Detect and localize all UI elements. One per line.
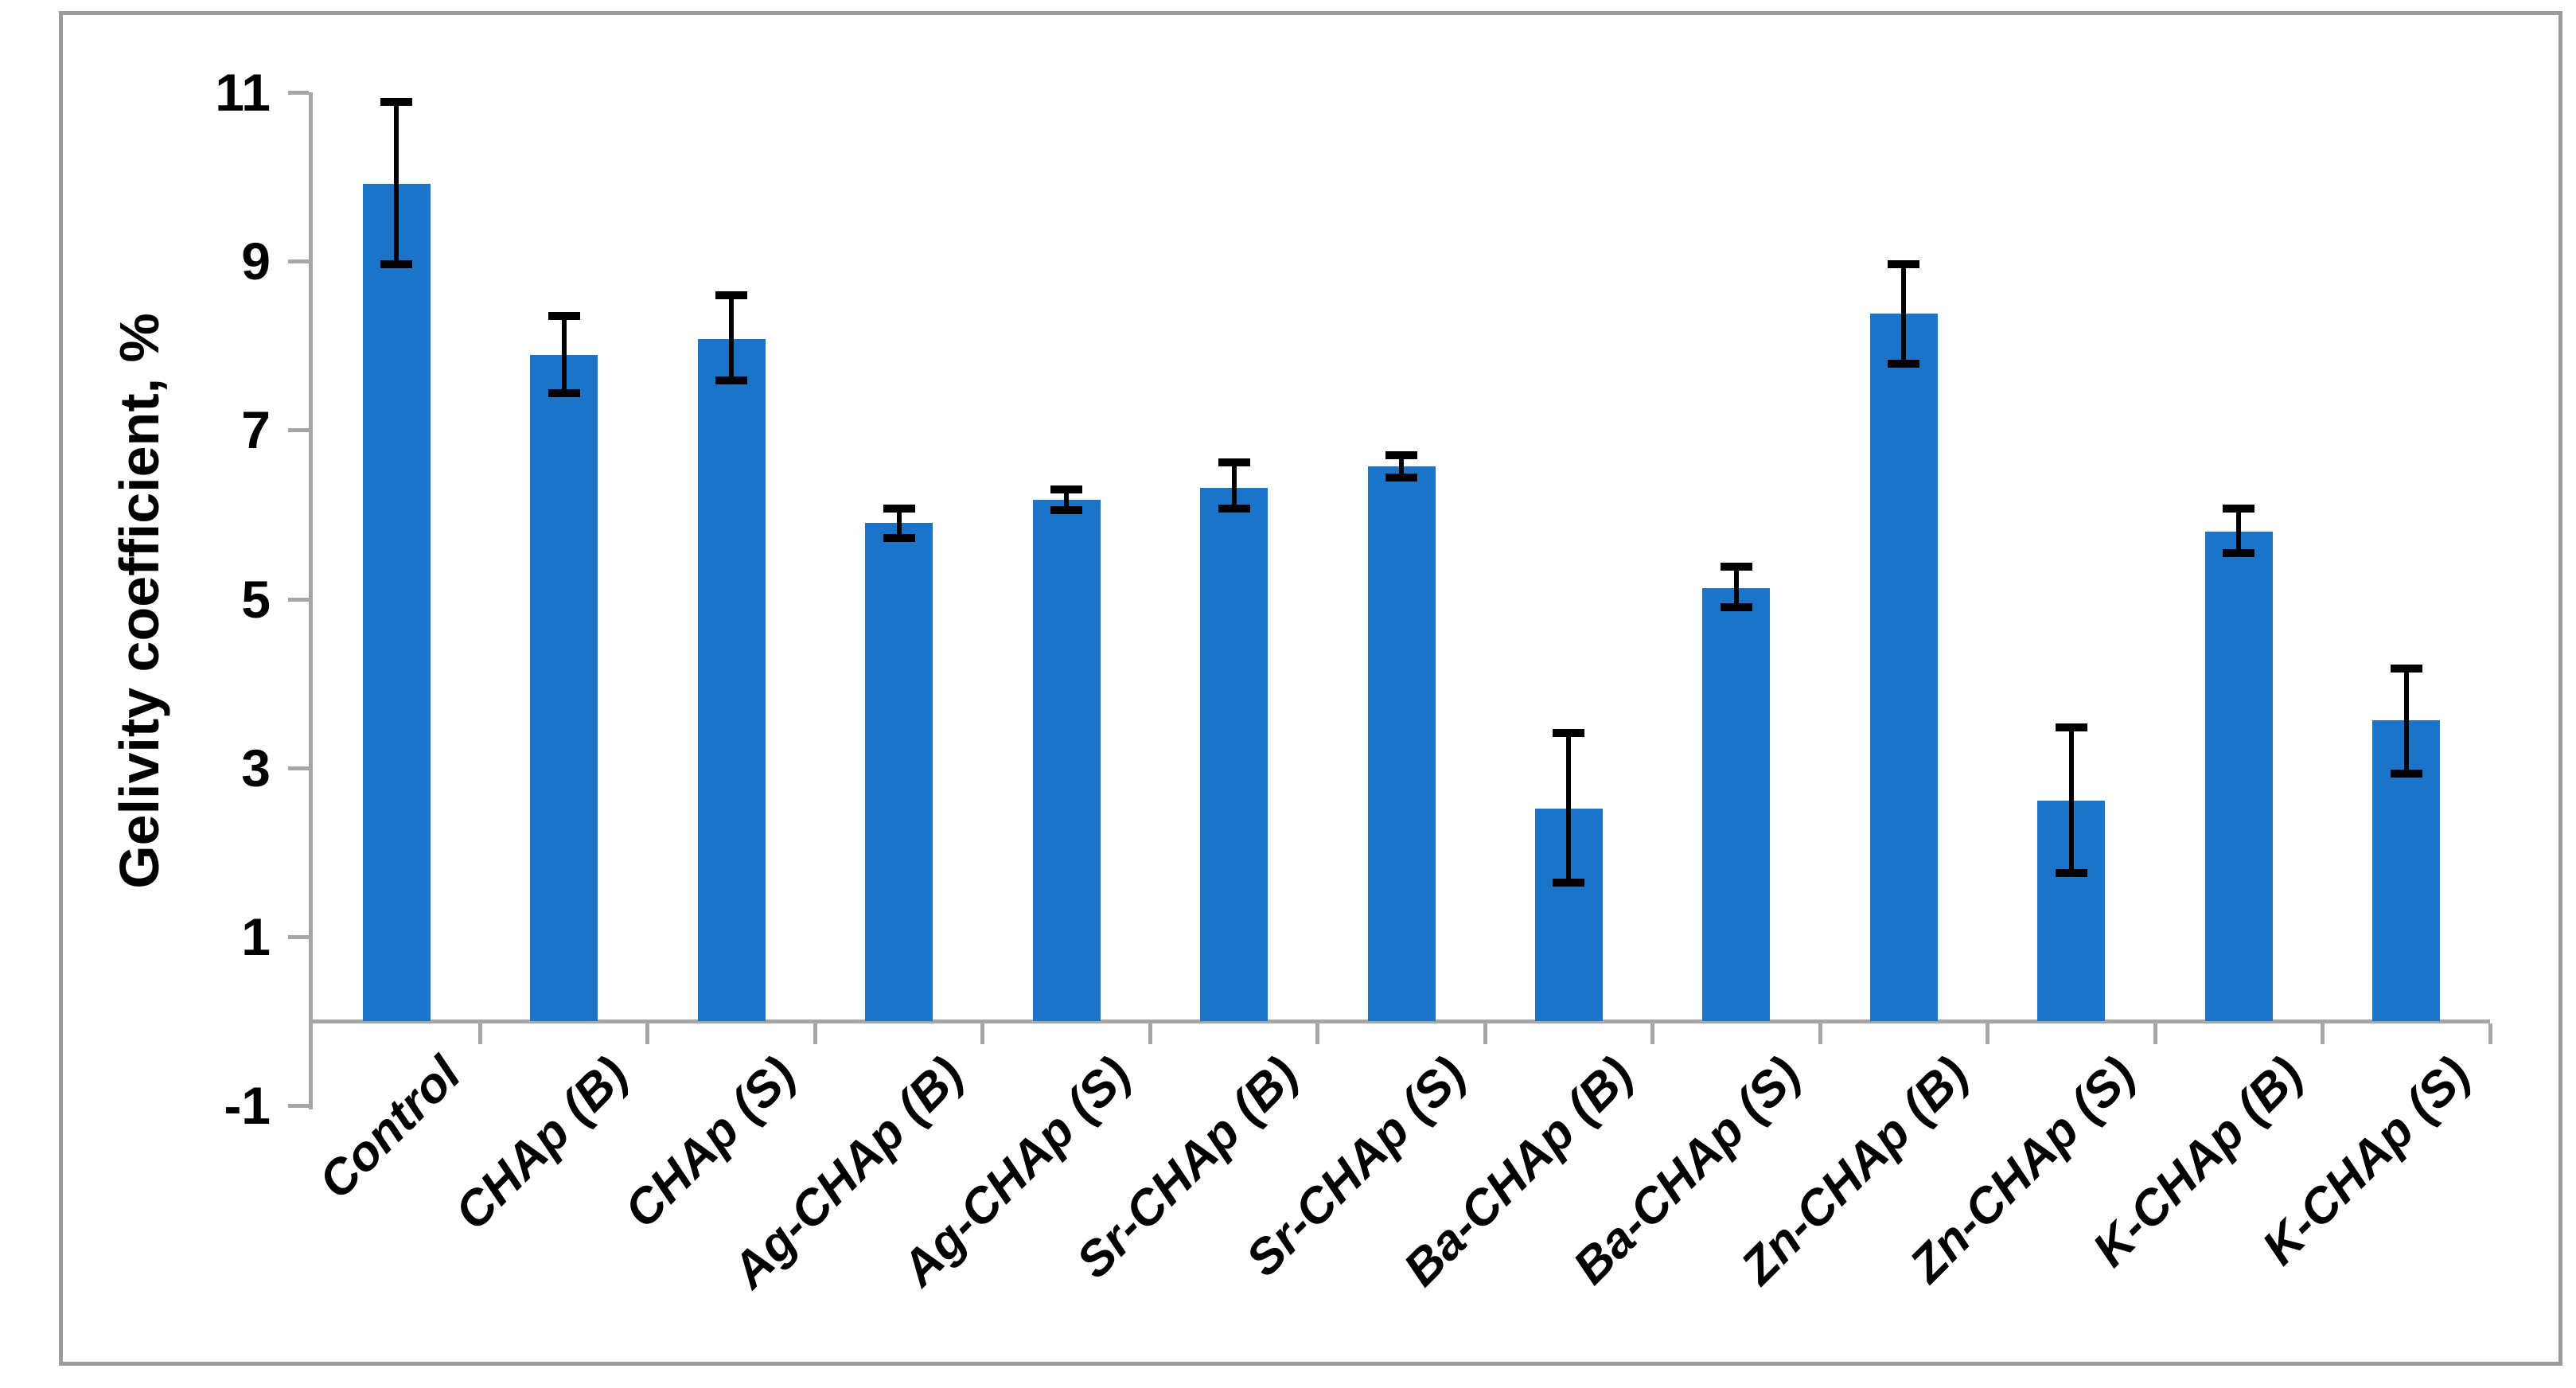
y-axis-tick [288,934,309,939]
error-bar-bottom-cap [1218,505,1250,513]
error-bar-bottom-cap [883,534,915,543]
error-bar-line [1566,733,1572,883]
y-axis-tick [288,597,309,602]
x-axis-tick [1650,1023,1655,1044]
x-axis-tick [1818,1023,1822,1044]
figure-border [59,11,2562,1366]
error-bar-top-cap [380,97,413,106]
y-tick-label: -1 [224,1076,271,1136]
error-bar-top-cap [548,312,580,321]
error-bar-top-cap [2223,505,2255,513]
x-axis-tick [645,1023,650,1044]
y-axis-tick [288,91,309,95]
error-bar-top-cap [2055,723,2087,731]
error-bar-bottom-cap [1553,879,1585,887]
error-bar-top-cap [883,505,915,513]
x-axis-tick [980,1023,985,1044]
x-axis-tick [813,1023,817,1044]
x-axis-line [309,1020,2490,1023]
error-bar-bottom-cap [1385,473,1417,482]
error-bar-line [1231,462,1237,509]
error-bar-line [561,316,567,393]
y-tick-label: 5 [241,569,271,629]
x-axis-tick [1986,1023,1990,1044]
y-axis-line [309,92,313,1110]
error-bar-top-cap [1385,451,1417,460]
error-bar-line [1064,489,1070,511]
x-axis-tick [1483,1023,1487,1044]
y-axis-tick [288,428,309,433]
error-bar-top-cap [2390,664,2422,673]
bar [362,183,431,1021]
bar [1702,587,1771,1021]
error-bar-line [1399,455,1404,478]
error-bar-bottom-cap [380,260,413,269]
error-bar-top-cap [1720,563,1752,571]
bar [1367,466,1436,1021]
error-bar-line [2236,509,2242,554]
y-tick-label: 3 [241,738,271,797]
error-bar-top-cap [1553,729,1585,738]
error-bar-bottom-cap [548,388,580,397]
error-bar-bottom-cap [715,376,748,384]
y-tick-label: 7 [241,400,271,460]
error-bar-line [896,509,902,539]
x-axis-tick [477,1023,482,1044]
x-axis-tick [1315,1023,1320,1044]
error-bar-bottom-cap [1888,359,1920,368]
error-bar-line [729,294,735,380]
y-tick-label: 11 [215,63,271,122]
bar [1032,500,1101,1021]
error-bar-line [394,101,399,265]
bar [530,354,598,1021]
y-tick-label: 1 [241,906,271,966]
bar [865,523,933,1021]
error-bar-top-cap [715,290,748,299]
y-axis-tick [288,766,309,770]
bar [1200,487,1269,1021]
error-bar-top-cap [1888,260,1920,269]
error-bar-line [1733,567,1739,608]
x-axis-tick [2488,1023,2492,1044]
y-axis-tick [288,1104,309,1109]
x-axis-tick [1148,1023,1152,1044]
error-bar-top-cap [1050,485,1083,493]
bar [1869,313,1938,1021]
error-bar-bottom-cap [2223,549,2255,558]
error-bar-bottom-cap [1720,603,1752,612]
error-bar-top-cap [1218,458,1250,466]
error-bar-bottom-cap [1050,506,1083,515]
y-tick-label: 9 [241,232,271,291]
y-axis-tick [288,259,309,264]
error-bar-line [2403,668,2409,774]
x-axis-tick [2321,1023,2325,1044]
error-bar-line [2068,727,2074,874]
bar [2204,531,2273,1021]
bar [697,338,766,1021]
error-bar-bottom-cap [2055,869,2087,878]
error-bar-line [1901,264,1907,364]
x-axis-tick [2153,1023,2157,1044]
error-bar-bottom-cap [2390,770,2422,778]
